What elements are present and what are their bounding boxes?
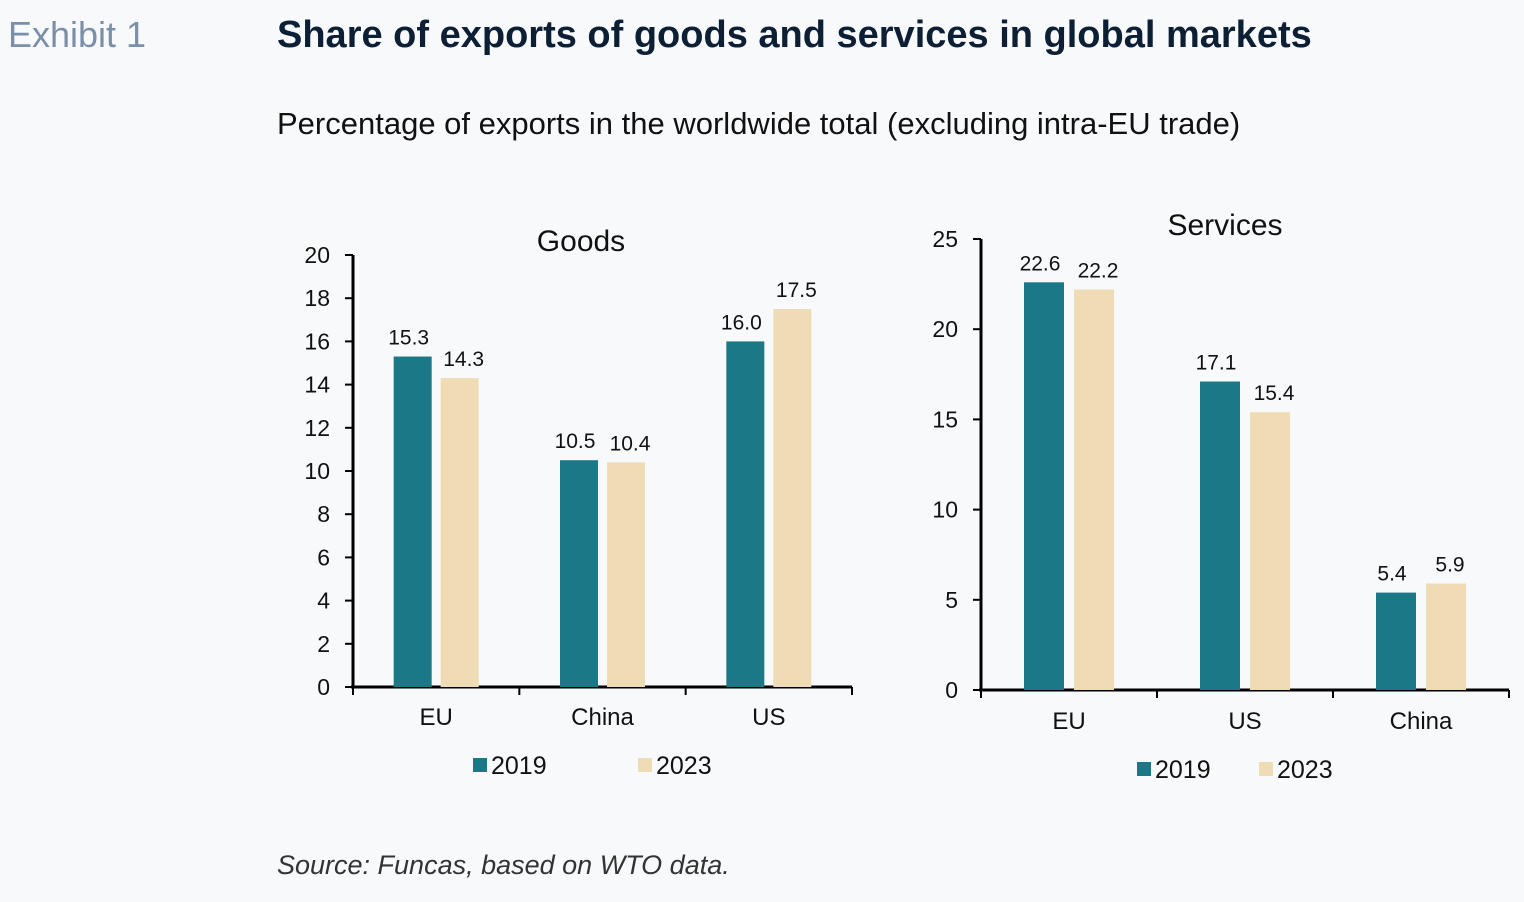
services-bar-2019 [1200,381,1240,690]
goods-data-label: 15.3 [388,327,429,350]
services-bar-2023 [1074,289,1114,690]
page-subtitle: Percentage of exports in the worldwide t… [277,106,1241,141]
goods-bar-2019 [560,460,598,687]
goods-data-label: 14.3 [443,348,484,371]
goods-y-tick-label: 10 [304,458,330,484]
services-chart-title: Services [1167,209,1282,242]
goods-y-tick-label: 12 [304,415,330,441]
services-legend-label: 2023 [1277,756,1333,784]
goods-bar-2019 [726,341,765,687]
exhibit-label: Exhibit 1 [8,14,147,55]
services-bar-2023 [1426,583,1466,690]
goods-y-tick-label: 14 [304,372,330,398]
services-y-tick-label: 20 [932,316,958,342]
services-category-label: China [1390,708,1453,735]
goods-y-tick-label: 2 [317,631,330,657]
services-bar-2023 [1250,412,1290,690]
goods-category-label: China [571,704,634,731]
services-data-label: 5.9 [1435,554,1464,577]
goods-data-label: 10.4 [610,432,651,455]
services-y-tick-label: 25 [932,226,958,252]
services-category-label: EU [1052,708,1085,735]
goods-legend-swatch-2023 [638,758,652,772]
goods-bar-2023 [607,462,645,687]
services-data-label: 17.1 [1196,352,1237,375]
services-data-label: 5.4 [1377,563,1407,586]
services-y-tick-label: 5 [945,587,958,613]
services-data-label: 22.2 [1078,260,1119,283]
source-note: Source: Funcas, based on WTO data. [277,850,730,880]
services-bar-2019 [1376,592,1416,690]
goods-y-tick-label: 6 [317,544,330,570]
services-data-label: 15.4 [1254,382,1295,405]
goods-category-label: US [752,704,785,731]
goods-data-label: 17.5 [776,279,817,302]
services-category-label: US [1228,708,1261,735]
page-title: Share of exports of goods and services i… [277,14,1312,56]
goods-bar-2019 [393,356,432,687]
services-y-tick-label: 10 [932,497,958,523]
services-y-tick-label: 0 [945,677,958,703]
services-legend-swatch-2019 [1137,762,1151,776]
goods-y-tick-label: 20 [304,242,330,268]
goods-y-tick-label: 8 [317,501,330,527]
goods-legend-swatch-2019 [473,758,487,772]
goods-y-tick-label: 4 [317,588,330,614]
goods-y-tick-label: 18 [304,285,330,311]
services-y-tick-label: 15 [932,406,958,432]
services-legend-label: 2019 [1155,756,1211,784]
goods-y-tick-label: 0 [317,674,330,700]
goods-y-tick-label: 16 [304,328,330,354]
goods-legend-label: 2019 [491,752,547,780]
services-bar-2019 [1024,282,1064,690]
goods-data-label: 10.5 [555,430,596,453]
services-legend-swatch-2023 [1259,762,1273,776]
goods-data-label: 16.0 [721,311,762,334]
goods-bar-2023 [440,378,479,687]
services-data-label: 22.6 [1020,252,1061,275]
goods-category-label: EU [419,704,452,731]
goods-bar-2023 [773,309,812,687]
goods-legend-label: 2023 [656,752,712,780]
goods-chart-title: Goods [537,225,625,258]
